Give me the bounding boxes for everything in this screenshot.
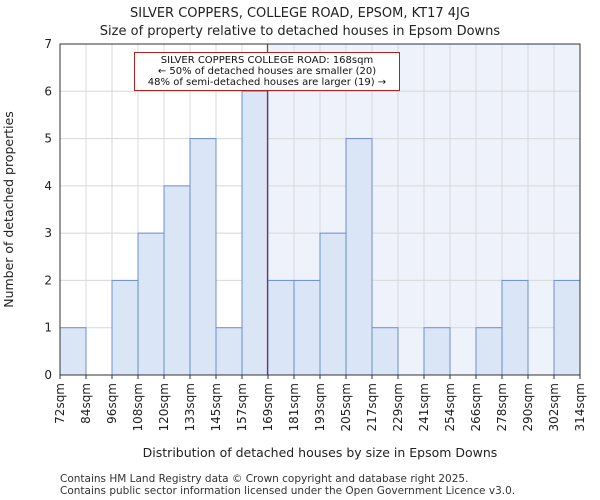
x-tick-label: 108sqm: [131, 383, 145, 431]
footer-line-2: Contains public sector information licen…: [60, 485, 516, 497]
histogram-bar: [475, 327, 503, 376]
x-tick-label: 241sqm: [417, 383, 431, 431]
x-tick-label: 254sqm: [443, 383, 457, 431]
x-tick-label: 120sqm: [157, 383, 171, 431]
histogram-bar: [423, 327, 451, 376]
x-tick-label: 217sqm: [365, 383, 379, 431]
chart-title: SILVER COPPERS, COLLEGE ROAD, EPSOM, KT1…: [130, 6, 470, 21]
histogram-bar: [111, 279, 139, 376]
histogram-bar: [59, 327, 87, 376]
y-tick-label: 4: [44, 179, 52, 193]
x-tick-label: 72sqm: [53, 383, 67, 424]
x-tick-label: 205sqm: [339, 383, 353, 431]
y-tick-label: 7: [44, 37, 52, 51]
chart-subtitle: Size of property relative to detached ho…: [99, 24, 501, 39]
x-tick-label: 302sqm: [547, 383, 561, 431]
x-tick-label: 314sqm: [573, 383, 587, 431]
histogram-bar: [345, 138, 373, 376]
histogram-bar: [189, 138, 217, 376]
y-axis-label: Number of detached properties: [1, 111, 16, 308]
x-tick-label: 145sqm: [209, 383, 223, 431]
annotation-box: SILVER COPPERS COLLEGE ROAD: 168sqm ← 50…: [134, 52, 400, 91]
y-tick-label: 5: [44, 132, 52, 146]
y-tick-label: 2: [44, 273, 52, 287]
x-tick-label: 278sqm: [495, 383, 509, 431]
histogram-bar: [501, 279, 529, 376]
histogram-bar: [553, 279, 581, 376]
x-tick-label: 193sqm: [313, 383, 327, 431]
annotation-line-2: ← 50% of detached houses are smaller (20…: [157, 66, 377, 77]
x-axis-label: Distribution of detached houses by size …: [143, 445, 498, 460]
x-tick-label: 181sqm: [287, 383, 301, 431]
y-tick-label: 3: [44, 226, 52, 240]
x-tick-label: 229sqm: [391, 383, 405, 431]
y-tick-label: 1: [44, 321, 52, 335]
x-tick-label: 84sqm: [79, 383, 93, 424]
y-tick-label: 0: [44, 368, 52, 382]
annotation-line-1: SILVER COPPERS COLLEGE ROAD: 168sqm: [160, 55, 374, 66]
annotation-line-3: 48% of semi-detached houses are larger (…: [147, 77, 387, 88]
x-tick-label: 133sqm: [183, 383, 197, 431]
x-tick-label: 169sqm: [261, 383, 275, 431]
histogram-bar: [137, 232, 165, 376]
histogram-bar: [293, 279, 321, 376]
x-tick-label: 157sqm: [235, 383, 249, 431]
x-tick-label: 96sqm: [105, 383, 119, 424]
footer-line-1: Contains HM Land Registry data © Crown c…: [60, 473, 469, 485]
histogram-bar: [319, 232, 347, 376]
histogram-bar: [267, 279, 295, 376]
histogram-bar: [163, 185, 191, 376]
y-tick-label: 6: [44, 84, 52, 98]
histogram-bar: [215, 327, 243, 376]
x-tick-label: 266sqm: [469, 383, 483, 431]
histogram-bar: [241, 90, 269, 376]
histogram-bar: [371, 327, 399, 376]
x-tick-label: 290sqm: [521, 383, 535, 431]
